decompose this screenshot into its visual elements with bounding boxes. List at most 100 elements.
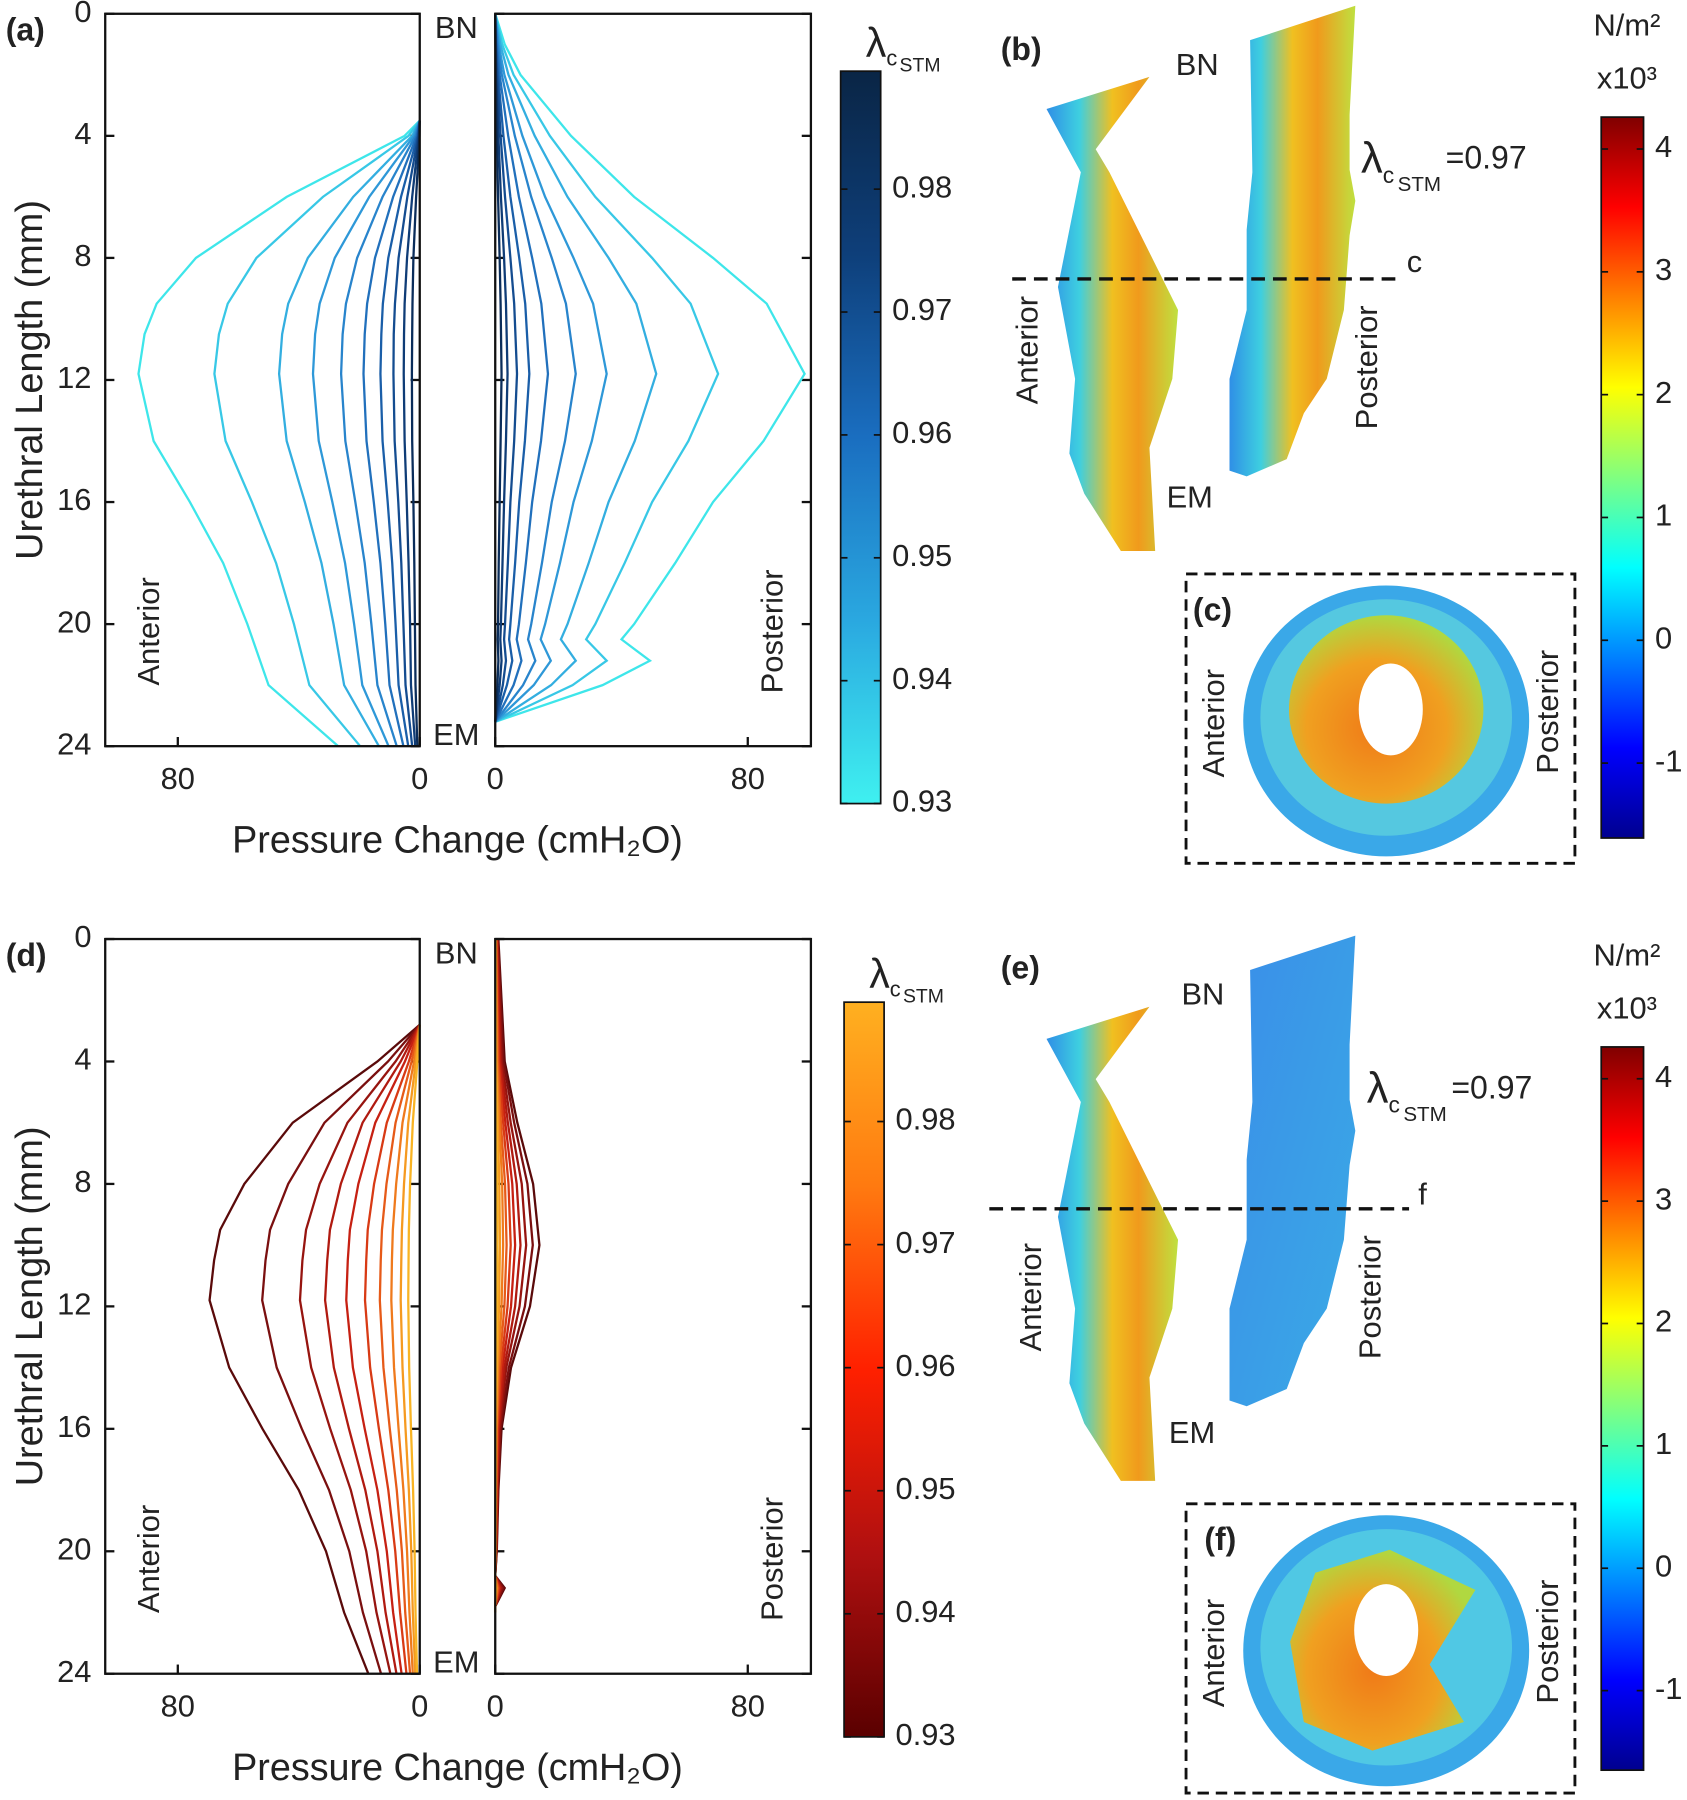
posterior-label: Posterior	[1349, 305, 1384, 429]
cut-label: f	[1418, 1176, 1427, 1211]
colorbar-title: λc STM	[869, 951, 944, 1008]
series-line	[399, 1024, 421, 1674]
colorbar-tick-label: 0.98	[892, 169, 952, 204]
anterior-model	[1046, 1006, 1179, 1481]
lambda-sub: c	[890, 976, 901, 1001]
colorbar-tick-label: 1	[1655, 1426, 1672, 1461]
series-line	[345, 1024, 421, 1674]
panel-label: (c)	[1193, 591, 1232, 627]
series-line	[323, 1024, 421, 1674]
y-tick-label: 4	[74, 1042, 91, 1077]
series-line	[311, 120, 421, 747]
y-tick-label: 24	[57, 726, 91, 761]
panel-label: (f)	[1204, 1521, 1236, 1557]
lambda-subsub: STM	[1398, 173, 1441, 196]
colorbar-tick-label: 0.95	[892, 538, 952, 573]
colorbar-tick-label: 0.95	[896, 1471, 956, 1506]
colorbar-tick-label: 0.93	[892, 784, 952, 819]
lambda-label: λc STM=0.97	[1367, 1064, 1533, 1126]
bn-label: BN	[435, 10, 478, 45]
y-axis-title: Urethral Length (mm)	[9, 200, 51, 560]
lambda-sub: c	[886, 45, 897, 70]
anterior-label: Anterior	[1010, 296, 1045, 404]
series-line	[261, 1023, 421, 1675]
bn-label: BN	[1181, 977, 1224, 1012]
posterior-model	[1229, 5, 1356, 477]
region-label: Anterior	[131, 1505, 166, 1613]
region-label: Anterior	[131, 577, 166, 685]
series-line	[362, 120, 421, 747]
series-line	[392, 120, 421, 747]
panel-e: (e) f BN EM Anterior Posterior λc STM=0.9…	[989, 935, 1533, 1481]
colorbar-title: N/m²	[1594, 8, 1661, 43]
lambda-value: =0.97	[1451, 1070, 1532, 1106]
colorbar-tick-label: 0.94	[896, 1594, 956, 1629]
x-tick-label: 80	[731, 1688, 765, 1723]
colorbar-tick-label: 1	[1655, 498, 1672, 533]
y-tick-label: 24	[57, 1654, 91, 1689]
inset-box	[1184, 572, 1577, 865]
colorbar-title: λc STM	[866, 20, 941, 77]
y-tick-label: 16	[57, 1409, 91, 1444]
lambda-symbol: λ	[1367, 1064, 1389, 1112]
colorbar-tick-label: 0.97	[892, 292, 952, 327]
y-tick-label: 8	[74, 238, 91, 273]
inset-box	[1184, 1502, 1577, 1795]
bn-label: BN	[435, 935, 478, 970]
colorbar-tick-label: 0.96	[892, 415, 952, 450]
colorbar-tick-label: 0	[1655, 1548, 1672, 1583]
series-line	[494, 13, 550, 723]
series-line	[494, 13, 720, 723]
colorbar	[839, 70, 882, 805]
plot-frame	[104, 937, 421, 1675]
lambda-subsub: STM	[1403, 1103, 1446, 1126]
em-label: EM	[433, 1645, 479, 1680]
colorbar-tick-label: 4	[1655, 129, 1672, 164]
series-line	[407, 1024, 421, 1674]
colorbar-tick-label: 3	[1655, 1181, 1672, 1216]
plot-frame	[104, 12, 421, 748]
anterior-label: Anterior	[1196, 669, 1231, 777]
x-tick-label: 80	[731, 761, 765, 796]
posterior-label: Posterior	[1530, 650, 1565, 774]
region-label: Posterior	[755, 1497, 790, 1621]
panel-f: (f) Anterior Posterior	[1184, 1502, 1577, 1795]
anterior-model	[1046, 76, 1179, 552]
panel-label: (a)	[6, 12, 45, 48]
x-tick-label: 0	[411, 1688, 428, 1723]
cut-label: c	[1407, 244, 1422, 279]
series-line	[494, 13, 806, 723]
em-label: EM	[1169, 1415, 1215, 1450]
em-label: EM	[1167, 479, 1213, 514]
colorbar-tick-label: 2	[1655, 1304, 1672, 1339]
colorbar-tick-label: 0	[1655, 620, 1672, 655]
x-tick-label: 0	[487, 761, 504, 796]
lambda-label: λc STM=0.97	[1361, 134, 1527, 196]
series-line	[378, 1024, 421, 1674]
y-tick-label: 0	[74, 0, 91, 29]
panel-c: (c) Anterior Posterior	[1184, 572, 1577, 865]
colorbar	[1600, 1046, 1645, 1772]
anterior-label: Anterior	[1196, 1599, 1231, 1707]
colorbar-tick-label: 0.98	[896, 1102, 956, 1137]
colorbar-subtitle: x10³	[1597, 60, 1657, 95]
lumen	[1358, 663, 1423, 756]
y-tick-label: 12	[57, 1287, 91, 1322]
x-tick-label: 80	[161, 1688, 195, 1723]
colorbar-tick-label: 4	[1655, 1059, 1672, 1094]
colorbar-tick-label: 0.93	[896, 1717, 956, 1752]
lambda-sub: c	[1383, 162, 1394, 188]
series-line	[494, 13, 577, 723]
series-line	[494, 13, 658, 723]
colorbar-tick-label: -1	[1655, 1671, 1682, 1706]
x-tick-label: 0	[411, 761, 428, 796]
series-line	[339, 120, 421, 747]
colorbar-tick-label: -1	[1655, 743, 1682, 778]
y-tick-label: 20	[57, 1531, 91, 1566]
x-tick-label: 80	[161, 761, 195, 796]
colorbar-tick-label: 0.96	[896, 1348, 956, 1383]
panel-b: (b) c BN EM Anterior Posterior λc STM=0.9…	[1001, 5, 1527, 552]
y-tick-label: 12	[57, 360, 91, 395]
lambda-symbol: λ	[1361, 134, 1383, 182]
series-line	[208, 1023, 421, 1675]
